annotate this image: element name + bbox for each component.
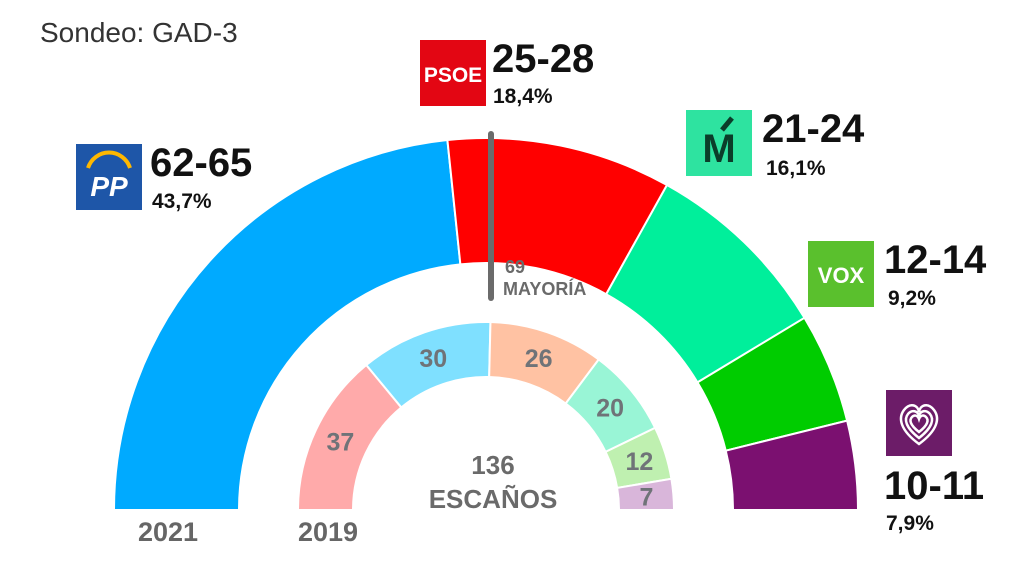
psoe-seats: 25-28	[492, 37, 594, 81]
podemos-vote: 7,9%	[886, 512, 934, 535]
total-seats: 136	[471, 450, 514, 480]
mas-madrid-logo-text: M	[702, 127, 735, 171]
vox-logo-text: VOX	[818, 263, 865, 288]
heart-icon	[899, 404, 939, 446]
mas-madrid-seats: 21-24	[762, 107, 865, 151]
pp-seats: 62-65	[150, 141, 252, 185]
psoe-logo-text: PSOE	[424, 64, 482, 87]
mas-madrid-logo: M	[686, 110, 752, 176]
inner-label-cs: 26	[525, 345, 553, 373]
total-label: ESCAÑOS	[429, 484, 558, 514]
year-inner: 2019	[298, 517, 358, 547]
vox-logo: VOX	[808, 241, 874, 307]
majority-value: 69	[505, 257, 525, 277]
podemos-logo	[886, 390, 952, 456]
year-outer: 2021	[138, 517, 198, 547]
source-label: Sondeo: GAD-3	[40, 17, 238, 48]
majority-label: MAYORÍA	[503, 278, 586, 299]
vox-seats: 12-14	[884, 238, 987, 282]
inner-segment-podemos	[616, 477, 676, 511]
pp-vote: 43,7%	[152, 190, 212, 213]
inner-label-vox: 12	[625, 448, 653, 476]
inner-label-pp: 30	[419, 345, 447, 373]
outer-segment-pp	[112, 138, 462, 511]
inner-label-podemos: 7	[639, 484, 653, 512]
mas-madrid-vote: 16,1%	[766, 157, 826, 180]
vox-vote: 9,2%	[888, 287, 936, 310]
psoe-logo: PSOE	[420, 40, 486, 106]
outer-segment-podemos	[724, 419, 860, 511]
pp-logo-text: PP	[90, 171, 128, 202]
inner-label-psoe: 37	[326, 428, 354, 456]
outer-ring-2021	[112, 137, 860, 511]
psoe-vote: 18,4%	[493, 85, 553, 108]
mas-madrid-accent	[720, 116, 734, 132]
podemos-seats: 10-11	[884, 464, 984, 508]
pp-logo: PP	[76, 144, 142, 210]
inner-label-más-madrid: 20	[596, 395, 624, 423]
